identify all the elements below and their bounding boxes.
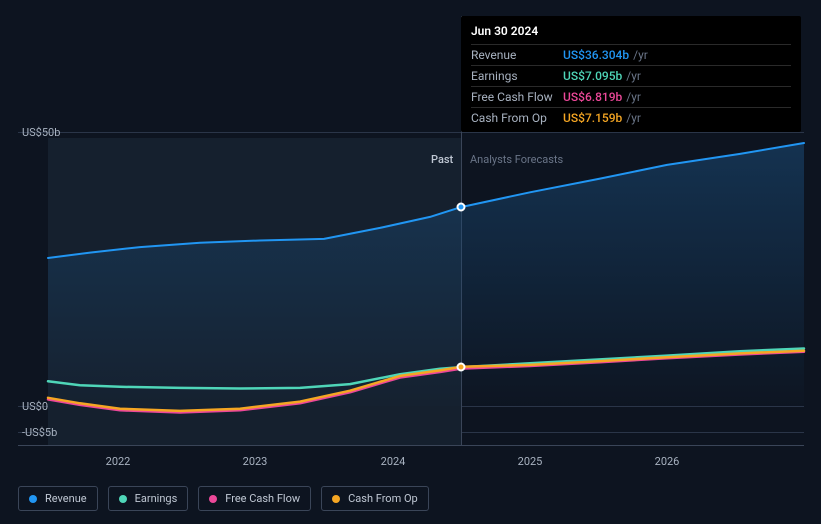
tooltip-metric-label: Revenue xyxy=(471,48,563,62)
tooltip-row: Cash From OpUS$7.159b/yr xyxy=(471,107,791,128)
tooltip-metric-label: Earnings xyxy=(471,69,563,83)
tooltip-metric-value: US$6.819b xyxy=(563,90,622,104)
legend-item-fcf[interactable]: Free Cash Flow xyxy=(198,486,311,511)
tooltip-row: RevenueUS$36.304b/yr xyxy=(471,44,791,65)
legend-dot-icon xyxy=(332,495,340,503)
tooltip-metric-unit: /yr xyxy=(633,48,648,62)
tooltip-metric-unit: /yr xyxy=(626,111,641,125)
tooltip-row: EarningsUS$7.095b/yr xyxy=(471,65,791,86)
legend-item-label: Earnings xyxy=(135,492,178,505)
x-axis-tick-label: 2026 xyxy=(655,455,680,468)
legend-item-label: Free Cash Flow xyxy=(225,492,300,505)
y-axis-tick-label: -US$5b xyxy=(22,426,57,439)
x-axis-tick-label: 2023 xyxy=(243,455,268,468)
tooltip-metric-value: US$7.095b xyxy=(563,69,622,83)
legend-item-cfo[interactable]: Cash From Op xyxy=(321,486,429,511)
chart-tooltip: Jun 30 2024 RevenueUS$36.304b/yrEarnings… xyxy=(461,16,801,132)
tooltip-row: Free Cash FlowUS$6.819b/yr xyxy=(471,86,791,107)
legend-dot-icon xyxy=(29,495,37,503)
cfo-marker xyxy=(457,362,466,371)
x-axis-line xyxy=(18,445,804,446)
forecast-section-label: Analysts Forecasts xyxy=(470,153,563,166)
tooltip-metric-unit: /yr xyxy=(626,90,641,104)
y-axis-tick-label: US$50b xyxy=(22,126,60,139)
x-axis-tick-label: 2025 xyxy=(518,455,543,468)
tooltip-metric-label: Free Cash Flow xyxy=(471,90,563,104)
tooltip-metric-value: US$7.159b xyxy=(563,111,622,125)
legend-item-earnings[interactable]: Earnings xyxy=(108,486,189,511)
legend-dot-icon xyxy=(209,495,217,503)
tooltip-metric-value: US$36.304b xyxy=(563,48,629,62)
legend-item-label: Revenue xyxy=(45,492,87,505)
tooltip-metric-unit: /yr xyxy=(626,69,641,83)
x-axis-tick-label: 2022 xyxy=(106,455,131,468)
tooltip-metric-label: Cash From Op xyxy=(471,111,563,125)
x-axis-tick-label: 2024 xyxy=(381,455,406,468)
chart-legend: Revenue Earnings Free Cash Flow Cash From O… xyxy=(18,486,429,511)
legend-item-revenue[interactable]: Revenue xyxy=(18,486,98,511)
y-axis-tick-label: US$0 xyxy=(22,400,48,413)
revenue-marker xyxy=(457,203,466,212)
financials-chart: US$50b US$0 -US$5b 2022 2023 2024 2025 2026 Pa… xyxy=(0,0,821,524)
legend-item-label: Cash From Op xyxy=(348,492,418,505)
past-section-label: Past xyxy=(431,153,453,166)
tooltip-date: Jun 30 2024 xyxy=(471,24,791,44)
legend-dot-icon xyxy=(119,495,127,503)
